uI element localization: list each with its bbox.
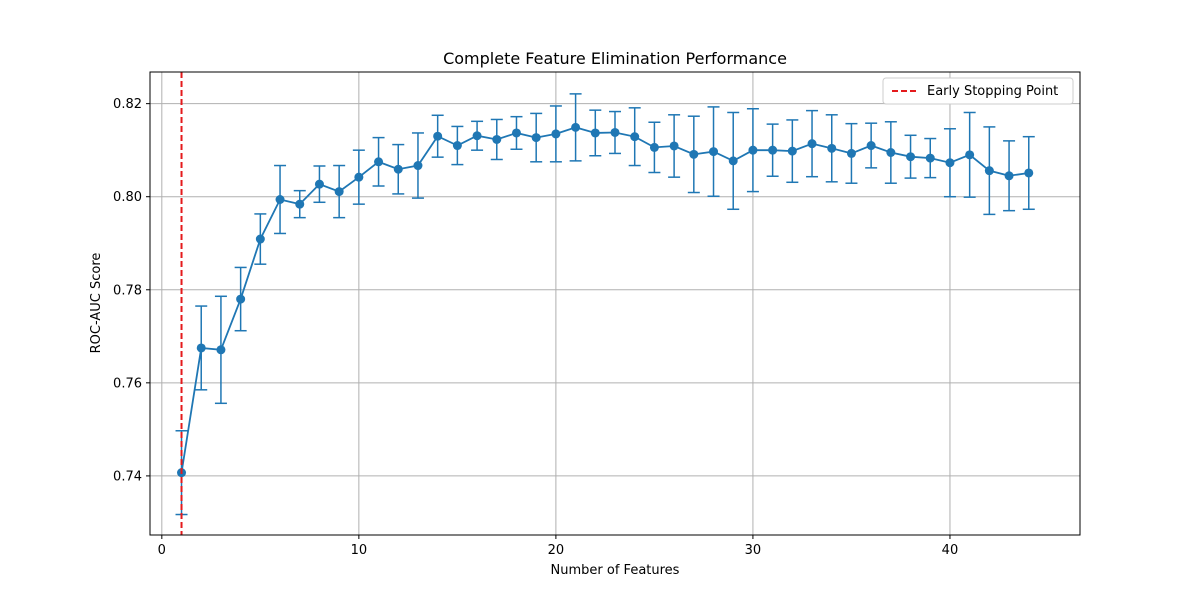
x-tick-label: 0 xyxy=(158,543,166,558)
data-point xyxy=(255,234,265,244)
data-point xyxy=(965,150,975,160)
data-point xyxy=(1004,171,1014,181)
data-point xyxy=(787,146,797,156)
data-point xyxy=(511,128,521,138)
y-tick-label: 0.80 xyxy=(113,190,142,205)
data-point xyxy=(984,166,994,176)
data-point xyxy=(768,145,778,155)
data-point xyxy=(196,343,206,353)
data-point xyxy=(689,149,699,159)
data-point xyxy=(886,148,896,158)
data-point xyxy=(807,139,817,149)
data-point xyxy=(334,187,344,197)
data-point xyxy=(709,147,719,157)
data-point xyxy=(590,128,600,138)
y-tick-label: 0.76 xyxy=(113,376,142,391)
x-tick-label: 30 xyxy=(745,543,762,558)
data-point xyxy=(354,172,364,182)
data-point xyxy=(472,131,482,141)
data-point xyxy=(827,143,837,153)
data-point xyxy=(433,131,443,141)
data-point xyxy=(374,157,384,167)
y-axis-label: ROC-AUC Score xyxy=(89,253,104,354)
data-point xyxy=(728,156,738,166)
y-tick-label: 0.78 xyxy=(113,283,142,298)
data-point xyxy=(571,122,581,132)
x-tick-label: 20 xyxy=(548,543,565,558)
y-tick-label: 0.74 xyxy=(113,469,142,484)
legend: Early Stopping Point xyxy=(882,77,1074,105)
data-point xyxy=(925,153,935,163)
x-tick-label: 40 xyxy=(942,543,959,558)
y-axis-ticks: 0.74 0.76 0.78 0.80 0.82 xyxy=(113,97,150,484)
data-point xyxy=(295,199,305,209)
series-layer xyxy=(175,72,1035,535)
data-point xyxy=(610,127,620,137)
data-point xyxy=(492,134,502,144)
data-point xyxy=(452,141,462,151)
data-point xyxy=(669,141,679,151)
data-point xyxy=(630,132,640,142)
data-point xyxy=(275,194,285,204)
data-point xyxy=(236,294,246,304)
x-axis-ticks: 0 10 20 30 40 xyxy=(158,535,959,558)
data-point xyxy=(216,345,226,355)
data-point xyxy=(846,148,856,158)
data-point xyxy=(314,179,324,189)
data-point xyxy=(945,158,955,168)
data-point xyxy=(551,129,561,139)
data-point xyxy=(906,152,916,162)
legend-box xyxy=(882,77,1074,105)
data-point xyxy=(649,142,659,152)
data-point xyxy=(413,161,423,171)
x-tick-label: 10 xyxy=(351,543,368,558)
plot-frame xyxy=(149,71,1081,536)
data-point xyxy=(748,145,758,155)
data-point xyxy=(866,141,876,151)
y-tick-label: 0.82 xyxy=(113,97,142,112)
x-axis-label: Number of Features xyxy=(551,563,680,578)
legend-label-early-stopping: Early Stopping Point xyxy=(927,84,1058,99)
data-point xyxy=(393,164,403,174)
data-point xyxy=(531,133,541,143)
data-point xyxy=(1024,168,1034,178)
chart-title: Complete Feature Elimination Performance xyxy=(443,49,787,68)
